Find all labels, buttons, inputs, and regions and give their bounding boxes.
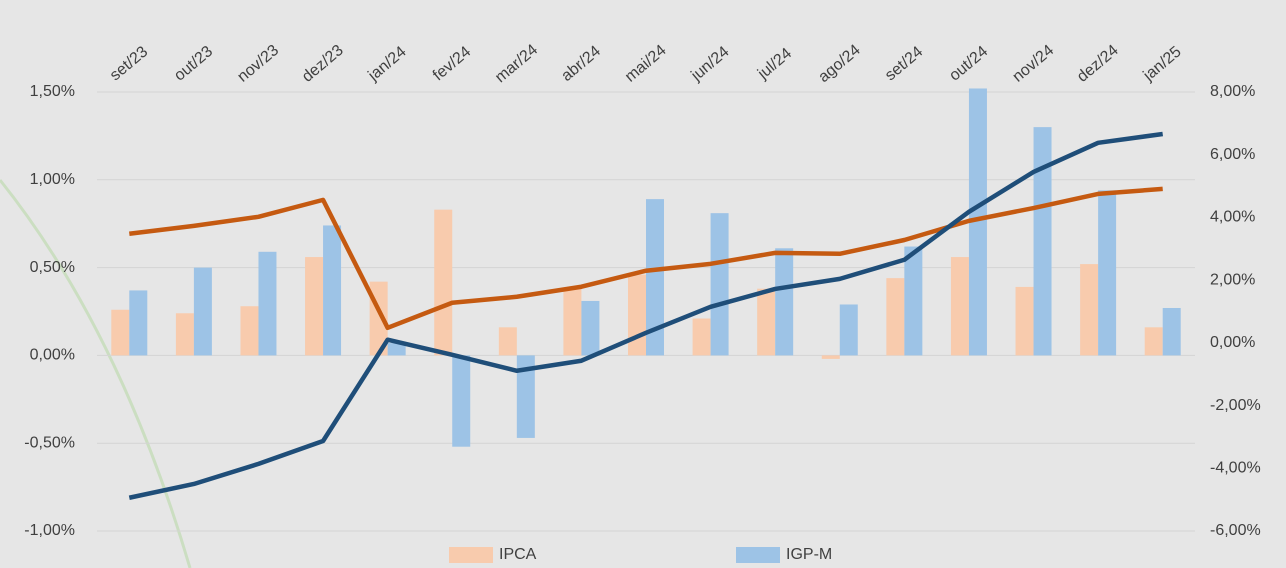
bar xyxy=(498,327,517,356)
y2-tick-label: 6,00% xyxy=(1210,146,1255,163)
line xyxy=(129,186,1163,331)
y2-tick-label: 0,00% xyxy=(1210,334,1255,351)
bar xyxy=(258,251,277,356)
bar xyxy=(305,257,324,356)
y-tick-label: -0,50% xyxy=(24,434,75,451)
bar xyxy=(563,288,582,356)
bar xyxy=(950,257,969,356)
bar xyxy=(757,288,776,356)
line xyxy=(128,131,1164,500)
bar xyxy=(968,88,987,356)
y-tick-label: 1,00% xyxy=(30,171,75,188)
y-tick-label: -1,00% xyxy=(24,522,75,539)
bar xyxy=(111,309,130,356)
y-tick-label: 1,50% xyxy=(30,83,75,100)
y2-tick-label: -2,00% xyxy=(1210,397,1261,414)
bar xyxy=(710,213,729,356)
legend-swatch xyxy=(449,547,493,563)
bar xyxy=(775,248,794,356)
bar xyxy=(1098,190,1117,356)
y-tick-label: 0,00% xyxy=(30,347,75,364)
y2-tick-label: -6,00% xyxy=(1210,522,1261,539)
bar xyxy=(323,225,342,356)
legend-swatch xyxy=(736,547,780,563)
bar xyxy=(193,267,212,356)
bar xyxy=(1015,286,1034,356)
bar xyxy=(434,209,453,356)
bar xyxy=(692,318,711,356)
y2-tick-label: 8,00% xyxy=(1210,83,1255,100)
bar xyxy=(821,355,840,359)
bar xyxy=(886,278,905,356)
bar xyxy=(175,313,194,356)
bar xyxy=(452,355,471,447)
bar xyxy=(628,274,646,356)
y2-tick-label: 2,00% xyxy=(1210,271,1255,288)
y-tick-label: 0,50% xyxy=(30,259,75,276)
bar xyxy=(904,246,923,356)
bar xyxy=(1162,307,1181,356)
background-decoration xyxy=(0,179,192,568)
bar xyxy=(1080,264,1099,356)
bar xyxy=(129,290,148,356)
bar xyxy=(1144,327,1163,356)
bar xyxy=(646,199,664,356)
bar xyxy=(1033,127,1052,356)
legend-label: IGP-M xyxy=(786,546,832,563)
bar xyxy=(387,343,406,356)
bar xyxy=(839,304,858,356)
bar xyxy=(581,300,600,356)
legend-label: IPCA xyxy=(499,546,537,563)
bar xyxy=(240,306,259,356)
y2-tick-label: -4,00% xyxy=(1210,460,1261,477)
bar xyxy=(516,355,535,438)
y2-tick-label: 4,00% xyxy=(1210,209,1255,226)
